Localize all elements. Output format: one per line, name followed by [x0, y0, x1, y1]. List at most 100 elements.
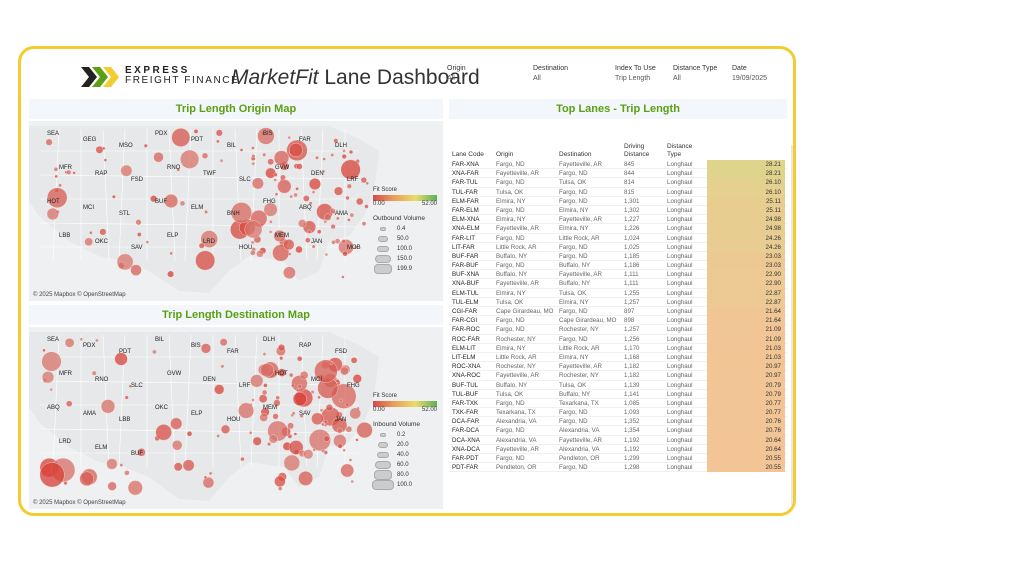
- table-row[interactable]: TUL-BUF Tulsa, OK Buffalo, NY 1,141 Longhaul…: [449, 389, 787, 399]
- table-row[interactable]: ELM-LIT Elmira, NY Little Rock, AR 1,170 Lon…: [449, 343, 787, 353]
- volume-bubble[interactable]: [251, 154, 256, 159]
- volume-bubble[interactable]: [180, 149, 200, 169]
- volume-bubble[interactable]: [252, 177, 264, 190]
- volume-bubble[interactable]: [268, 434, 278, 444]
- volume-bubble[interactable]: [124, 395, 129, 400]
- volume-bubble[interactable]: [66, 169, 72, 175]
- volume-bubble[interactable]: [200, 230, 218, 248]
- volume-bubble[interactable]: [269, 220, 273, 224]
- table-row[interactable]: FAR-ROC Fargo, ND Rochester, NY 1,257 Longha…: [449, 325, 787, 335]
- volume-bubble[interactable]: [64, 338, 75, 348]
- volume-bubble[interactable]: [49, 387, 53, 392]
- volume-bubble[interactable]: [173, 462, 183, 472]
- volume-bubble[interactable]: [277, 368, 287, 377]
- volume-bubble[interactable]: [89, 231, 93, 235]
- volume-bubble[interactable]: [345, 425, 353, 433]
- volume-bubble[interactable]: [283, 239, 295, 251]
- table-row[interactable]: ELM-FAR Elmira, NY Fargo, ND 1,301 Longhaul 2…: [449, 196, 787, 206]
- volume-bubble[interactable]: [114, 352, 128, 366]
- volume-bubble[interactable]: [252, 436, 262, 446]
- filter-index[interactable]: Index To Use Trip Length: [615, 65, 656, 82]
- volume-bubble[interactable]: [323, 435, 330, 442]
- volume-bubble[interactable]: [274, 475, 286, 488]
- volume-bubble[interactable]: [79, 471, 94, 487]
- filter-value[interactable]: All: [673, 75, 681, 82]
- volume-bubble[interactable]: [321, 169, 326, 174]
- volume-bubble[interactable]: [310, 390, 315, 394]
- volume-bubble[interactable]: [193, 129, 199, 134]
- volume-bubble[interactable]: [99, 228, 107, 236]
- volume-bubble[interactable]: [292, 392, 307, 406]
- volume-bubble[interactable]: [273, 178, 277, 182]
- volume-bubble[interactable]: [323, 219, 328, 224]
- volume-bubble[interactable]: [204, 210, 208, 214]
- volume-bubble[interactable]: [127, 480, 143, 496]
- volume-bubble[interactable]: [215, 129, 223, 137]
- table-row[interactable]: FAR-LIT Fargo, ND Little Rock, AR 1,024 Long…: [449, 233, 787, 243]
- origin-map-canvas[interactable]: SEA GEG MSO PDX PDT BIL BIS FAR DLH MFR RAP FSD RNO T…: [29, 121, 443, 301]
- volume-bubble[interactable]: [261, 389, 268, 396]
- origin-map[interactable]: SEA GEG MSO PDX PDT BIL BIS FAR DLH MFR RAP FSD RNO T…: [29, 121, 443, 301]
- volume-bubble[interactable]: [295, 388, 300, 392]
- destination-map-canvas[interactable]: SEA PDX PDT BIL BIS FAR DLH RAP FSD MFR RNO SLC GVW D…: [29, 327, 443, 509]
- volume-bubble[interactable]: [251, 146, 255, 150]
- volume-bubble[interactable]: [119, 463, 124, 467]
- volume-bubble[interactable]: [214, 384, 225, 395]
- volume-bubble[interactable]: [107, 481, 117, 491]
- volume-bubble[interactable]: [150, 195, 158, 203]
- volume-bubble[interactable]: [198, 242, 205, 249]
- volume-bubble[interactable]: [329, 208, 336, 214]
- volume-bubble[interactable]: [155, 424, 172, 441]
- table-row[interactable]: FAR-XNA Fargo, ND Fayetteville, AR 845 Longh…: [449, 160, 787, 170]
- volume-bubble[interactable]: [311, 244, 316, 249]
- volume-bubble[interactable]: [272, 413, 279, 420]
- volume-bubble[interactable]: [106, 458, 118, 470]
- volume-bubble[interactable]: [172, 440, 183, 451]
- volume-bubble[interactable]: [152, 349, 157, 355]
- table-row[interactable]: XNA-FAR Fayetteville, AR Fargo, ND 844 Longh…: [449, 169, 787, 179]
- volume-bubble[interactable]: [293, 432, 298, 436]
- volume-bubble[interactable]: [300, 371, 309, 380]
- table-row[interactable]: FAR-PDT Fargo, ND Pendleton, OR 1,299 Longha…: [449, 454, 787, 464]
- volume-bubble[interactable]: [324, 213, 332, 221]
- table-row[interactable]: XNA-DCA Fayetteville, AR Alexandria, VA 1,1…: [449, 444, 787, 455]
- volume-bubble[interactable]: [220, 424, 231, 434]
- volume-bubble[interactable]: [355, 438, 359, 442]
- volume-bubble[interactable]: [84, 237, 93, 247]
- volume-bubble[interactable]: [91, 370, 97, 376]
- volume-bubble[interactable]: [46, 207, 59, 221]
- volume-bubble[interactable]: [216, 434, 220, 438]
- table-row[interactable]: FAR-BUF Fargo, ND Buffalo, NY 1,186 Longhaul…: [449, 261, 787, 271]
- col-destination[interactable]: Destination: [559, 151, 592, 158]
- volume-bubble[interactable]: [280, 174, 286, 181]
- volume-bubble[interactable]: [262, 152, 267, 157]
- table-row[interactable]: DCA-XNA Alexandria, VA Fayetteville, AR 1,1…: [449, 435, 787, 445]
- volume-bubble[interactable]: [278, 486, 283, 491]
- top-lanes-table[interactable]: Lane Code Origin Destination Driving Dis…: [449, 133, 787, 513]
- table-row[interactable]: CGI-FAR Cape Girardeau, MO Fargo, ND 897 Lon…: [449, 307, 787, 317]
- volume-bubble[interactable]: [267, 442, 272, 447]
- volume-bubble[interactable]: [47, 187, 68, 208]
- table-row[interactable]: FAR-CGI Fargo, ND Cape Girardeau, MO 898 Lon…: [449, 316, 787, 326]
- table-row[interactable]: FAR-ELM Fargo, ND Elmira, NY 1,302 Longhaul 2…: [449, 205, 787, 216]
- volume-bubble[interactable]: [319, 408, 324, 412]
- volume-bubble[interactable]: [314, 359, 338, 383]
- volume-bubble[interactable]: [72, 171, 76, 175]
- volume-bubble[interactable]: [347, 218, 351, 222]
- volume-bubble[interactable]: [45, 138, 53, 146]
- volume-bubble[interactable]: [311, 412, 324, 425]
- volume-bubble[interactable]: [219, 158, 224, 163]
- volume-bubble[interactable]: [216, 139, 220, 144]
- volume-bubble[interactable]: [342, 251, 348, 257]
- volume-bubble[interactable]: [128, 384, 132, 388]
- table-row[interactable]: ELM-TUL Elmira, NY Tulsa, OK 1,255 Longhaul 2…: [449, 288, 787, 298]
- volume-bubble[interactable]: [137, 232, 142, 237]
- table-row[interactable]: XNA-ROC Fayetteville, AR Rochester, NY 1,18…: [449, 371, 787, 381]
- volume-bubble[interactable]: [257, 127, 275, 145]
- volume-bubble[interactable]: [334, 238, 341, 244]
- volume-bubble[interactable]: [153, 152, 164, 163]
- col-lane-code[interactable]: Lane Code: [452, 151, 484, 158]
- destination-map[interactable]: SEA PDX PDT BIL BIS FAR DLH RAP FSD MFR RNO SLC GVW D…: [29, 327, 443, 509]
- volume-bubble[interactable]: [339, 398, 344, 403]
- volume-bubble[interactable]: [262, 352, 267, 356]
